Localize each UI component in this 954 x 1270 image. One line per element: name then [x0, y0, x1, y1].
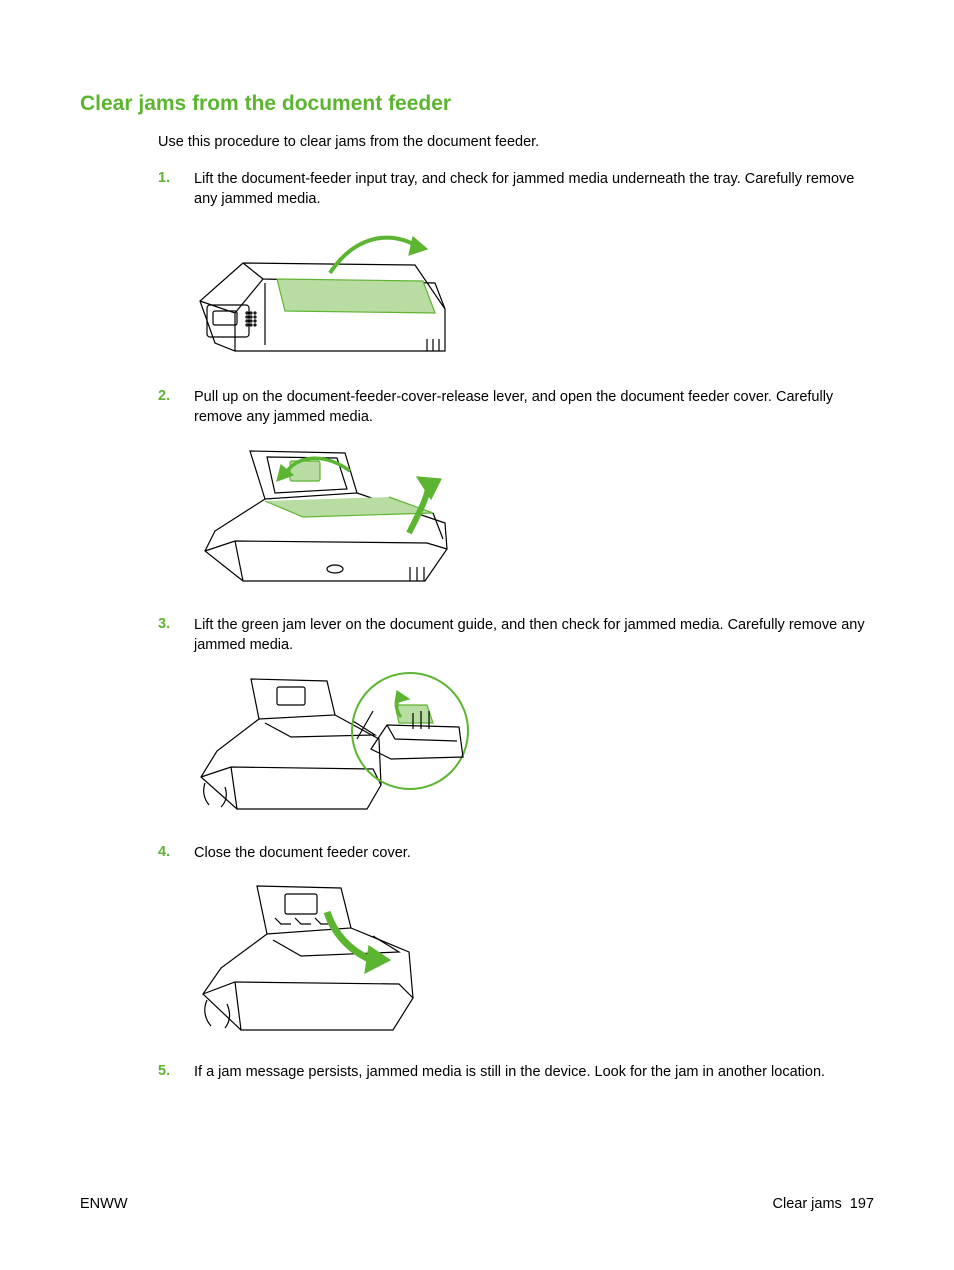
step-1-text: Lift the document-feeder input tray, and… — [194, 170, 874, 209]
illustration-1 — [195, 223, 874, 368]
section-title: Clear jams from the document feeder — [80, 92, 874, 116]
illustration-3 — [195, 669, 874, 824]
step-2: 2. Pull up on the document-feeder-cover-… — [158, 388, 874, 427]
step-3-num: 3. — [158, 616, 176, 655]
footer-right: Clear jams 197 — [773, 1196, 875, 1212]
step-4-num: 4. — [158, 844, 176, 864]
step-3-text: Lift the green jam lever on the document… — [194, 616, 874, 655]
footer-section-label: Clear jams — [773, 1196, 842, 1212]
step-3: 3. Lift the green jam lever on the docum… — [158, 616, 874, 655]
step-5: 5. If a jam message persists, jammed med… — [158, 1063, 874, 1083]
page-footer: ENWW Clear jams 197 — [80, 1196, 874, 1212]
footer-page-number: 197 — [850, 1196, 874, 1212]
step-4: 4. Close the document feeder cover. — [158, 844, 874, 864]
step-5-text: If a jam message persists, jammed media … — [194, 1063, 825, 1083]
illustration-4 — [195, 878, 874, 1043]
intro-text: Use this procedure to clear jams from th… — [158, 134, 874, 150]
step-4-text: Close the document feeder cover. — [194, 844, 411, 864]
step-2-text: Pull up on the document-feeder-cover-rel… — [194, 388, 874, 427]
step-5-num: 5. — [158, 1063, 176, 1083]
step-1: 1. Lift the document-feeder input tray, … — [158, 170, 874, 209]
footer-left: ENWW — [80, 1196, 128, 1212]
illustration-2 — [195, 441, 874, 596]
step-1-num: 1. — [158, 170, 176, 209]
step-2-num: 2. — [158, 388, 176, 427]
